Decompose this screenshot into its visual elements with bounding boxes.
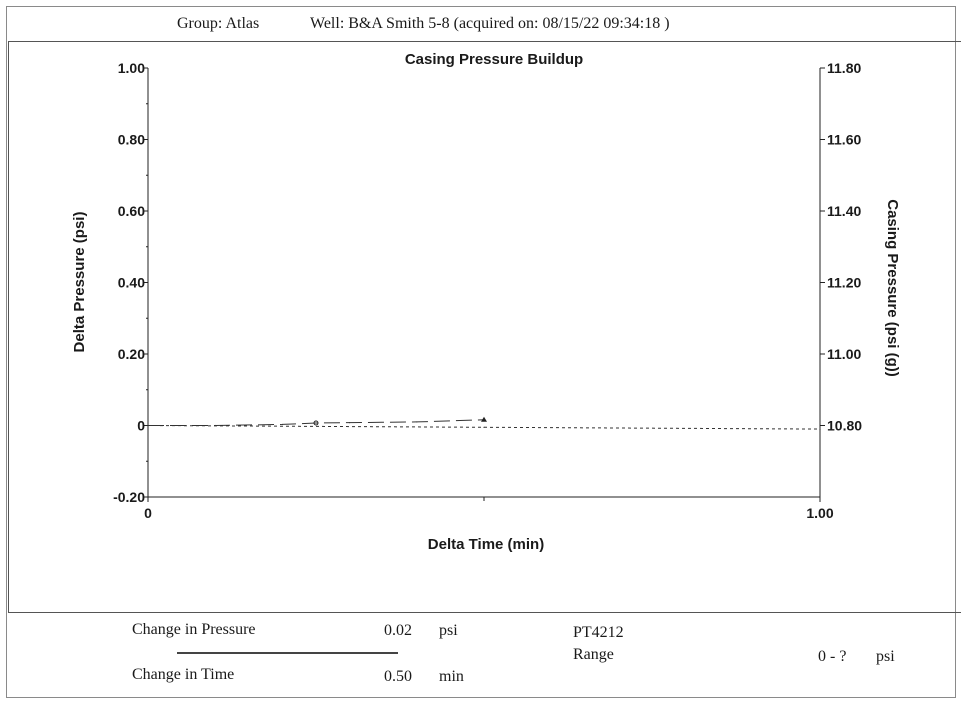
x-tick-label: 1.00 [806,505,833,521]
y-tick-label: 0.40 [118,275,145,291]
y2-tick-label: 10.80 [827,418,862,434]
series-point-2 [819,428,821,430]
mid-marker-circle [313,420,319,426]
chart-panel [8,41,961,613]
y-tick-label: 0 [137,418,145,434]
y-axis-label: Delta Pressure (psi) [71,212,88,353]
y2-tick-label: 11.00 [827,346,861,362]
group-label: Group: Atlas [177,15,260,32]
well-label: Well: B&A Smith 5-8 (acquired on: 08/15/… [310,15,670,32]
series-point-1 [349,422,351,424]
range-value: 0 - ? [818,648,847,665]
y2-tick-label: 11.20 [827,275,861,291]
y-tick-label: 0.20 [118,346,145,362]
report-header: Group: Atlas Well: B&A Smith 5-8 (acquir… [0,0,962,40]
y-tick-label: -0.20 [113,489,145,505]
gauge-id: PT4212 [573,624,624,641]
end-marker-triangle [481,416,487,422]
series-point-2 [483,426,485,428]
y2-tick-label: 11.80 [827,60,861,76]
chart-title: Casing Pressure Buildup [405,51,583,68]
change-time-unit: min [439,668,464,685]
range-label: Range [573,646,614,663]
x-tick-label: 0 [144,505,152,521]
range-unit: psi [876,648,895,665]
change-time-label: Change in Time [132,666,235,683]
fraction-divider [177,652,398,654]
y-tick-label: 1.00 [118,60,145,76]
series-point-1 [281,423,283,426]
change-time-value: 0.50 [384,668,412,685]
change-pressure-unit: psi [439,622,458,639]
series-point-2 [147,424,149,427]
page-frame [6,6,956,698]
series-point-1 [315,422,317,424]
change-pressure-label: Change in Pressure [132,621,256,638]
y-tick-label: 0.80 [118,132,145,148]
change-pressure-value: 0.02 [384,622,412,639]
y-tick-label: 0.60 [118,203,145,219]
x-axis-label: Delta Time (min) [428,536,544,553]
y2-tick-label: 11.60 [827,132,861,148]
y2-axis-label: Casing Pressure (psi (g)) [884,199,901,377]
y2-tick-label: 11.40 [827,203,861,219]
series-point-1 [416,421,418,423]
